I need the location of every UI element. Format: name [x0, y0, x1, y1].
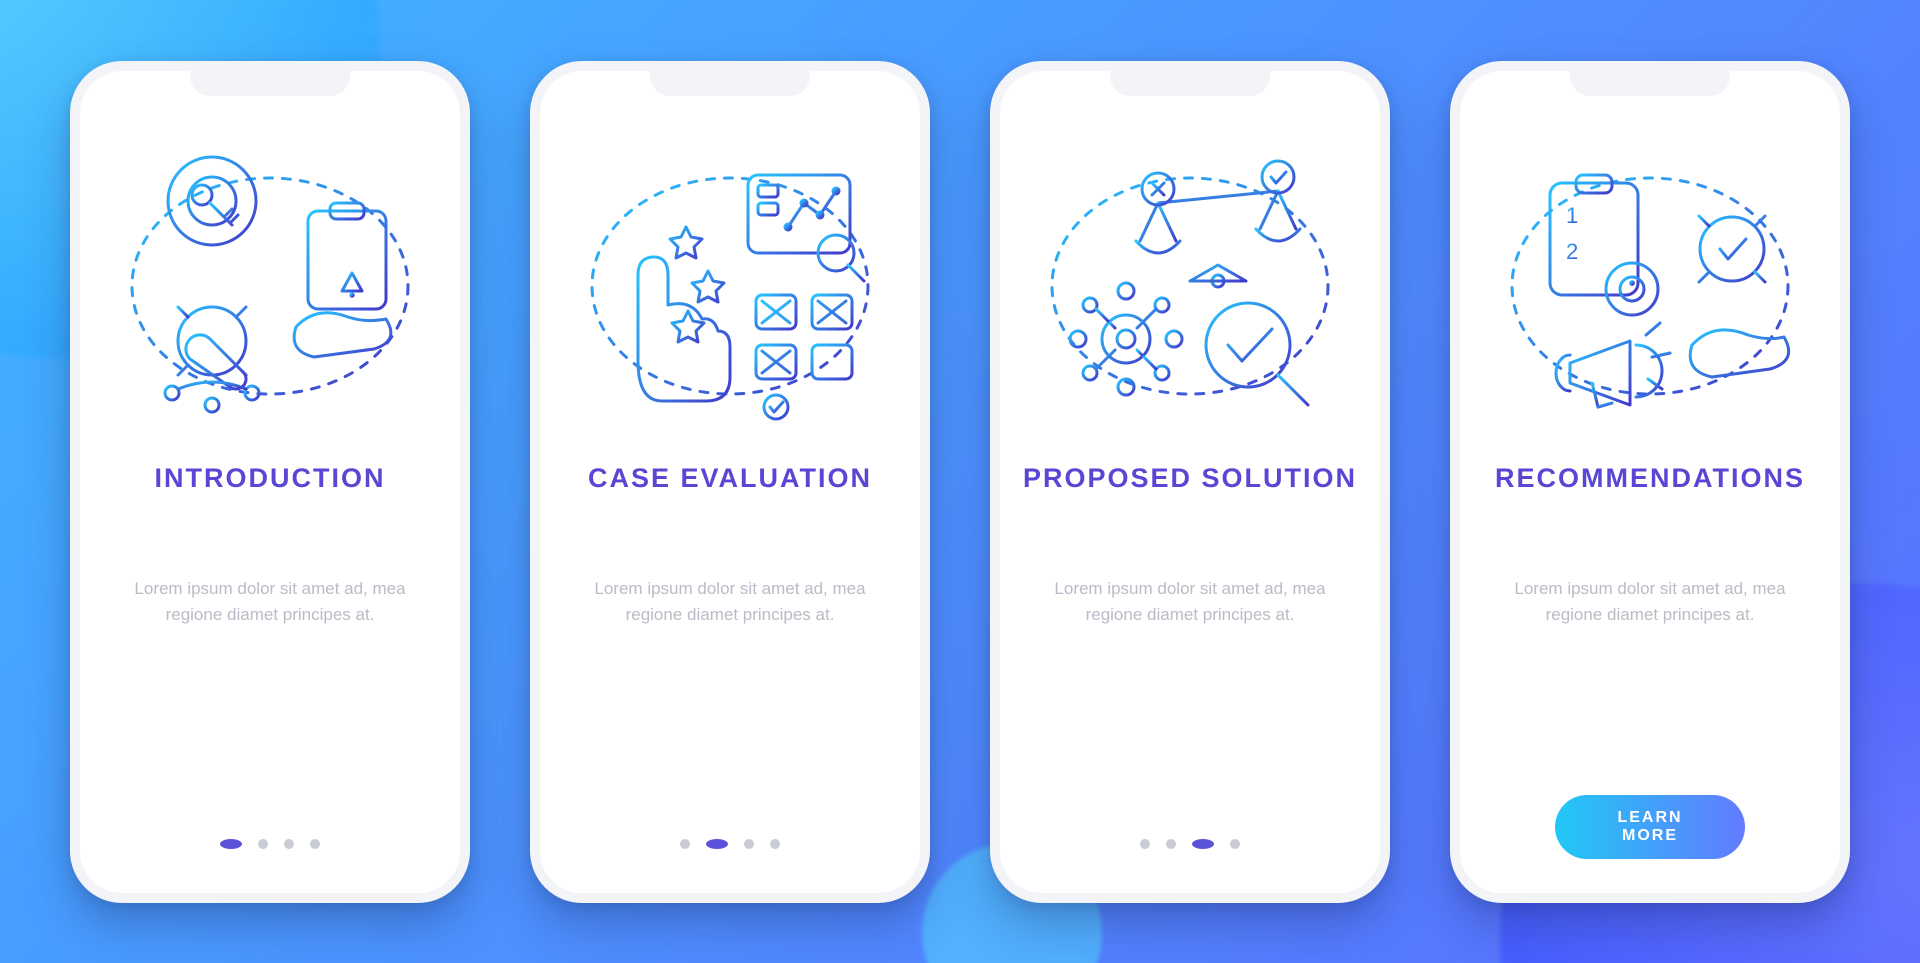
pagination-dot[interactable]	[284, 839, 294, 849]
phone-notch	[1110, 68, 1270, 96]
screen-title: PROPOSED SOLUTION	[1003, 463, 1377, 494]
screen-title: CASE EVALUATION	[568, 463, 892, 494]
pagination-dot[interactable]	[1140, 839, 1150, 849]
pagination-dot[interactable]	[310, 839, 320, 849]
pagination-dots	[680, 839, 780, 849]
learn-more-button[interactable]: LEARN MORE	[1555, 795, 1745, 859]
svg-text:2: 2	[1566, 239, 1578, 264]
phone-case-evaluation: CASE EVALUATION Lorem ipsum dolor sit am…	[530, 61, 930, 903]
pagination-dot[interactable]	[1192, 839, 1214, 849]
pagination-dot[interactable]	[744, 839, 754, 849]
screen-description: Lorem ipsum dolor sit amet ad, mea regio…	[80, 576, 460, 629]
svg-text:1: 1	[1566, 203, 1578, 228]
phone-notch	[1570, 68, 1730, 96]
phone-recommendations: 1 2	[1450, 61, 1850, 903]
phone-notch	[190, 68, 350, 96]
phone-introduction: INTRODUCTION Lorem ipsum dolor sit amet …	[70, 61, 470, 903]
illustration-introduction	[80, 71, 460, 431]
illustration-proposed-solution	[1000, 71, 1380, 431]
pagination-dots	[1140, 839, 1240, 849]
pagination-dot[interactable]	[706, 839, 728, 849]
screen-description: Lorem ipsum dolor sit amet ad, mea regio…	[1460, 576, 1840, 629]
pagination-dot[interactable]	[680, 839, 690, 849]
phone-proposed-solution: PROPOSED SOLUTION Lorem ipsum dolor sit …	[990, 61, 1390, 903]
screen-description: Lorem ipsum dolor sit amet ad, mea regio…	[540, 576, 920, 629]
illustration-case-evaluation	[540, 71, 920, 431]
pagination-dot[interactable]	[1230, 839, 1240, 849]
pagination-dot[interactable]	[258, 839, 268, 849]
pagination-dot[interactable]	[1166, 839, 1176, 849]
phone-notch	[650, 68, 810, 96]
pagination-dots	[220, 839, 320, 849]
illustration-recommendations: 1 2	[1460, 71, 1840, 431]
screen-description: Lorem ipsum dolor sit amet ad, mea regio…	[1000, 576, 1380, 629]
screen-title: INTRODUCTION	[135, 463, 406, 494]
onboarding-stage: INTRODUCTION Lorem ipsum dolor sit amet …	[0, 0, 1920, 963]
pagination-dot[interactable]	[220, 839, 242, 849]
pagination-dot[interactable]	[770, 839, 780, 849]
screen-title: RECOMMENDATIONS	[1475, 463, 1825, 494]
